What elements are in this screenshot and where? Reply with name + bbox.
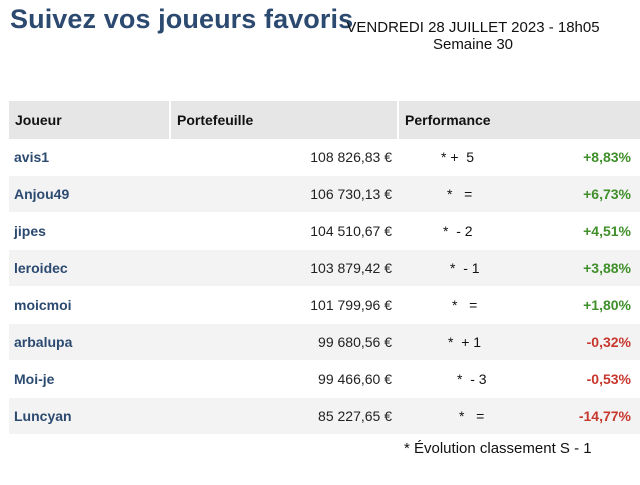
performance-cell: * - 3 -0,53% (398, 360, 640, 398)
rank-evolution: * - 1 (450, 260, 480, 276)
page-title: Suivez vos joueurs favoris (10, 4, 354, 34)
performance-percent: +8,83% (583, 149, 631, 165)
portfolio-value: 99 466,60 € (170, 360, 398, 398)
table-row[interactable]: Luncyan 85 227,65 € * = -14,77% (9, 397, 640, 435)
week-label: Semaine 30 (432, 36, 514, 53)
performance-percent: +6,73% (583, 186, 631, 202)
portfolio-value: 104 510,67 € (170, 212, 398, 250)
player-name[interactable]: arbalupa (9, 323, 170, 361)
performance-cell: * - 1 +3,88% (398, 249, 640, 287)
performance-cell: * = +1,80% (398, 286, 640, 324)
column-header-portfolio[interactable]: Portefeuille (170, 101, 399, 139)
column-header-player[interactable]: Joueur (9, 101, 171, 139)
portfolio-value: 99 680,56 € (170, 323, 398, 361)
date-label: VENDREDI 28 JUILLET 2023 - 18h05 (346, 19, 600, 36)
table-header-row: Joueur Portefeuille Performance (9, 101, 640, 139)
performance-percent: +1,80% (583, 297, 631, 313)
performance-percent: -0,32% (586, 334, 631, 350)
table-row[interactable]: Anjou49 106 730,13 € * = +6,73% (9, 175, 640, 213)
portfolio-value: 108 826,83 € (170, 139, 398, 176)
rank-evolution: * + 1 (448, 334, 482, 350)
table-row[interactable]: leroidec 103 879,42 € * - 1 +3,88% (9, 249, 640, 287)
performance-cell: * = -14,77% (398, 397, 640, 435)
performance-cell: * + 1 -0,32% (398, 323, 640, 361)
footnote: * Évolution classement S - 1 (404, 440, 592, 457)
performance-percent: +4,51% (583, 223, 631, 239)
rank-evolution: * + 5 (441, 149, 475, 165)
performance-percent: -0,53% (586, 371, 631, 387)
performance-percent: -14,77% (578, 408, 631, 424)
table-row[interactable]: avis1 108 826,83 € * + 5 +8,83% (9, 139, 640, 176)
rank-evolution: * = (452, 297, 478, 313)
rank-evolution: * - 3 (457, 371, 487, 387)
portfolio-value: 106 730,13 € (170, 175, 398, 213)
performance-cell: * = +6,73% (398, 175, 640, 213)
portfolio-value: 103 879,42 € (170, 249, 398, 287)
table-row[interactable]: jipes 104 510,67 € * - 2 +4,51% (9, 212, 640, 250)
performance-cell: * + 5 +8,83% (398, 139, 640, 176)
player-name[interactable]: moicmoi (9, 286, 170, 324)
player-name[interactable]: Luncyan (9, 397, 170, 435)
player-name[interactable]: avis1 (9, 139, 170, 176)
table-row[interactable]: arbalupa 99 680,56 € * + 1 -0,32% (9, 323, 640, 361)
player-name[interactable]: Moi-je (9, 360, 170, 398)
players-table: Joueur Portefeuille Performance avis1 108… (9, 101, 640, 435)
rank-evolution: * = (459, 408, 485, 424)
portfolio-value: 101 799,96 € (170, 286, 398, 324)
rank-evolution: * = (447, 186, 473, 202)
players-table-container: Joueur Portefeuille Performance avis1 108… (9, 101, 640, 435)
performance-cell: * - 2 +4,51% (398, 212, 640, 250)
date-block: VENDREDI 28 JUILLET 2023 - 18h05 Semaine… (340, 19, 606, 53)
performance-percent: +3,88% (583, 260, 631, 276)
player-name[interactable]: leroidec (9, 249, 170, 287)
player-name[interactable]: jipes (9, 212, 170, 250)
player-name[interactable]: Anjou49 (9, 175, 170, 213)
table-row[interactable]: moicmoi 101 799,96 € * = +1,80% (9, 286, 640, 324)
table-row[interactable]: Moi-je 99 466,60 € * - 3 -0,53% (9, 360, 640, 398)
rank-evolution: * - 2 (443, 223, 473, 239)
column-header-performance[interactable]: Performance (398, 101, 640, 139)
portfolio-value: 85 227,65 € (170, 397, 398, 435)
